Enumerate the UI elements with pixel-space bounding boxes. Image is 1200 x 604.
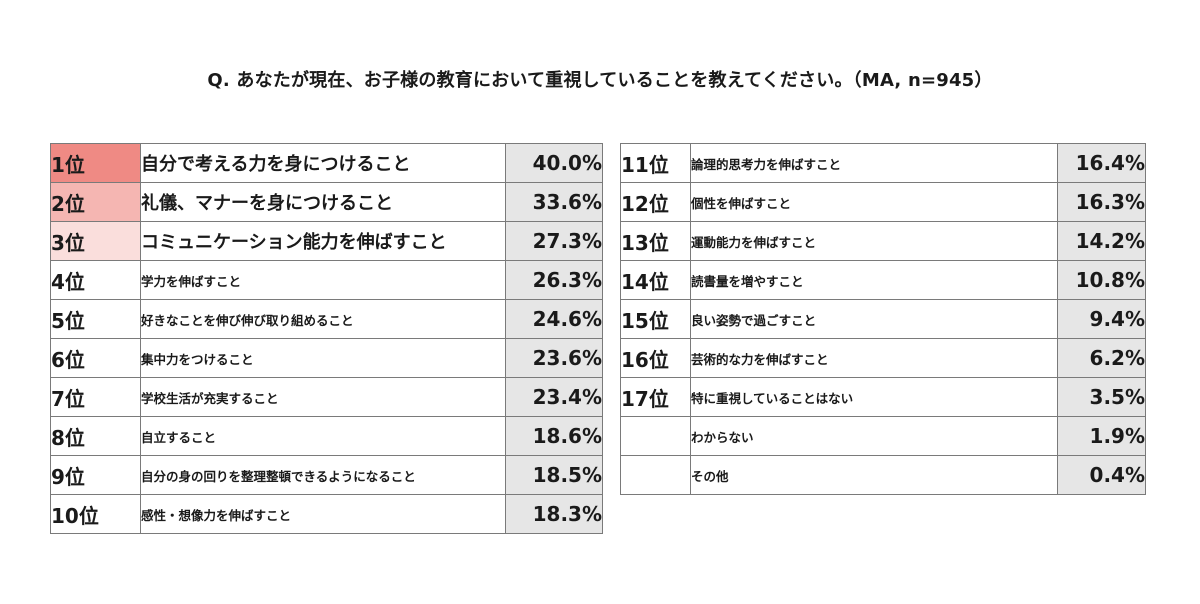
rank-label: 1位 xyxy=(50,143,141,183)
item-label: 良い姿勢で過ごすこと xyxy=(690,299,1058,339)
table-row: 9位 自分の身の回りを整理整頓できるようになること 18.5% xyxy=(50,455,603,495)
table-row: 1位 自分で考える力を身につけること 40.0% xyxy=(50,143,603,183)
rank-label: 4位 xyxy=(50,260,141,300)
item-label: 自分で考える力を身につけること xyxy=(140,143,506,183)
item-label: 感性・想像力を伸ばすこと xyxy=(140,494,506,534)
table-row: 7位 学校生活が充実すること 23.4% xyxy=(50,377,603,417)
rank-label: 15位 xyxy=(620,299,691,339)
rank-label: 10位 xyxy=(50,494,141,534)
item-label: 特に重視していることはない xyxy=(690,377,1058,417)
rank-label: 9位 xyxy=(50,455,141,495)
table-row: 17位 特に重視していることはない 3.5% xyxy=(620,377,1146,417)
item-label: 芸術的な力を伸ばすこと xyxy=(690,338,1058,378)
item-label: その他 xyxy=(690,455,1058,495)
value-label: 26.3% xyxy=(505,260,603,300)
value-label: 16.4% xyxy=(1057,143,1146,183)
item-label: コミュニケーション能力を伸ばすこと xyxy=(140,221,506,261)
table-row: その他 0.4% xyxy=(620,455,1146,495)
rank-label: 2位 xyxy=(50,182,141,222)
table-row: 6位 集中力をつけること 23.6% xyxy=(50,338,603,378)
table-row: 8位 自立すること 18.6% xyxy=(50,416,603,456)
rank-label: 16位 xyxy=(620,338,691,378)
table-row: 13位 運動能力を伸ばすこと 14.2% xyxy=(620,221,1146,261)
item-label: 学校生活が充実すること xyxy=(140,377,506,417)
value-label: 18.3% xyxy=(505,494,603,534)
rank-label xyxy=(620,455,691,495)
ranking-table-right: 11位 論理的思考力を伸ばすこと 16.4% 12位 個性を伸ばすこと 16.3% 13位運… xyxy=(620,143,1146,495)
rank-label: 8位 xyxy=(50,416,141,456)
item-label: 自立すること xyxy=(140,416,506,456)
table-row: 2位 礼儀、マナーを身につけること 33.6% xyxy=(50,182,603,222)
value-label: 18.5% xyxy=(505,455,603,495)
table-row: 15位 良い姿勢で過ごすこと 9.4% xyxy=(620,299,1146,339)
item-label: わからない xyxy=(690,416,1058,456)
table-row: 3位 コミュニケーション能力を伸ばすこと 27.3% xyxy=(50,221,603,261)
table-row: 10位 感性・想像力を伸ばすこと 18.3% xyxy=(50,494,603,534)
value-label: 14.2% xyxy=(1057,221,1146,261)
item-label: 学力を伸ばすこと xyxy=(140,260,506,300)
value-label: 1.9% xyxy=(1057,416,1146,456)
item-label: 礼儀、マナーを身につけること xyxy=(140,182,506,222)
table-row: 11位 論理的思考力を伸ばすこと 16.4% xyxy=(620,143,1146,183)
value-label: 24.6% xyxy=(505,299,603,339)
table-row: 16位 芸術的な力を伸ばすこと 6.2% xyxy=(620,338,1146,378)
table-row: 5位 好きなことを伸び伸び取り組めること 24.6% xyxy=(50,299,603,339)
table-row: わからない 1.9% xyxy=(620,416,1146,456)
table-row: 14位 読書量を増やすこと 10.8% xyxy=(620,260,1146,300)
value-label: 27.3% xyxy=(505,221,603,261)
rank-label: 3位 xyxy=(50,221,141,261)
rank-label: 5位 xyxy=(50,299,141,339)
rank-label: 13位 xyxy=(620,221,691,261)
value-label: 23.4% xyxy=(505,377,603,417)
rank-label: 14位 xyxy=(620,260,691,300)
rank-label: 7位 xyxy=(50,377,141,417)
value-label: 18.6% xyxy=(505,416,603,456)
value-label: 33.6% xyxy=(505,182,603,222)
value-label: 10.8% xyxy=(1057,260,1146,300)
rank-label: 11位 xyxy=(620,143,691,183)
item-label: 論理的思考力を伸ばすこと xyxy=(690,143,1058,183)
rank-label: 6位 xyxy=(50,338,141,378)
item-label: 好きなことを伸び伸び取り組めること xyxy=(140,299,506,339)
value-label: 40.0% xyxy=(505,143,603,183)
chart-title: Q. あなたが現在、お子様の教育において重視していることを教えてください。（MA… xyxy=(207,70,993,91)
value-label: 0.4% xyxy=(1057,455,1146,495)
item-label: 集中力をつけること xyxy=(140,338,506,378)
table-row: 4位 学力を伸ばすこと 26.3% xyxy=(50,260,603,300)
rank-label: 12位 xyxy=(620,182,691,222)
value-label: 23.6% xyxy=(505,338,603,378)
rank-label: 17位 xyxy=(620,377,691,417)
value-label: 3.5% xyxy=(1057,377,1146,417)
item-label: 読書量を増やすこと xyxy=(690,260,1058,300)
ranking-table-left: 1位 自分で考える力を身につけること 40.0% 2位 礼儀、マナーを身につけること 33… xyxy=(50,143,603,534)
value-label: 16.3% xyxy=(1057,182,1146,222)
value-label: 9.4% xyxy=(1057,299,1146,339)
item-label: 運動能力を伸ばすこと xyxy=(690,221,1058,261)
item-label: 個性を伸ばすこと xyxy=(690,182,1058,222)
item-label: 自分の身の回りを整理整頓できるようになること xyxy=(140,455,506,495)
rank-label xyxy=(620,416,691,456)
value-label: 6.2% xyxy=(1057,338,1146,378)
table-row: 12位 個性を伸ばすこと 16.3% xyxy=(620,182,1146,222)
